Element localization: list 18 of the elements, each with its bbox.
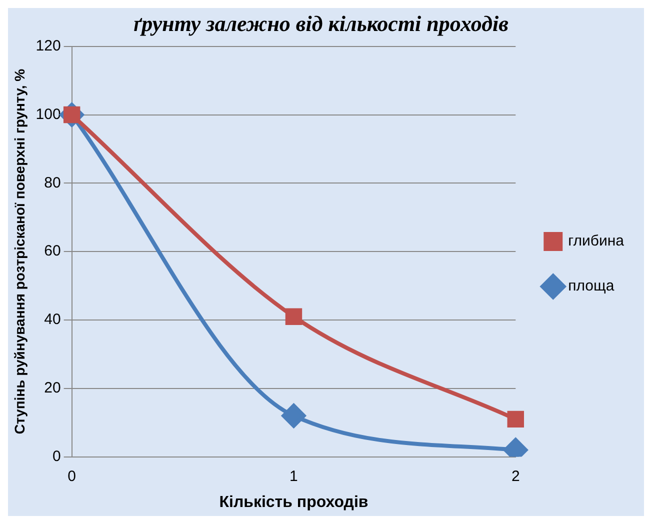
point	[282, 404, 306, 428]
y-tick-label: 40	[44, 311, 61, 328]
y-tick-label: 60	[44, 242, 61, 260]
point	[507, 410, 524, 428]
legend-label: площа	[568, 278, 615, 295]
y-tick-label: 120	[36, 38, 61, 55]
x-axis-title: Кількість проходів	[219, 494, 368, 511]
y-axis-title: Ступінь руйнування розтрісканої поверхні грунту, %	[11, 68, 28, 434]
x-tick-label: 2	[511, 468, 520, 485]
y-tick-label: 20	[44, 380, 61, 397]
y-tick-label: 100	[36, 106, 61, 123]
chart-title: ґрунту залежно від кількості проходів	[134, 10, 509, 36]
y-tick-label: 80	[44, 174, 61, 192]
x-tick-label: 0	[68, 468, 76, 485]
point	[285, 308, 302, 325]
legend-label: глибина	[568, 232, 625, 250]
x-tick-label: 1	[290, 468, 298, 485]
y-tick-label: 0	[52, 448, 61, 465]
